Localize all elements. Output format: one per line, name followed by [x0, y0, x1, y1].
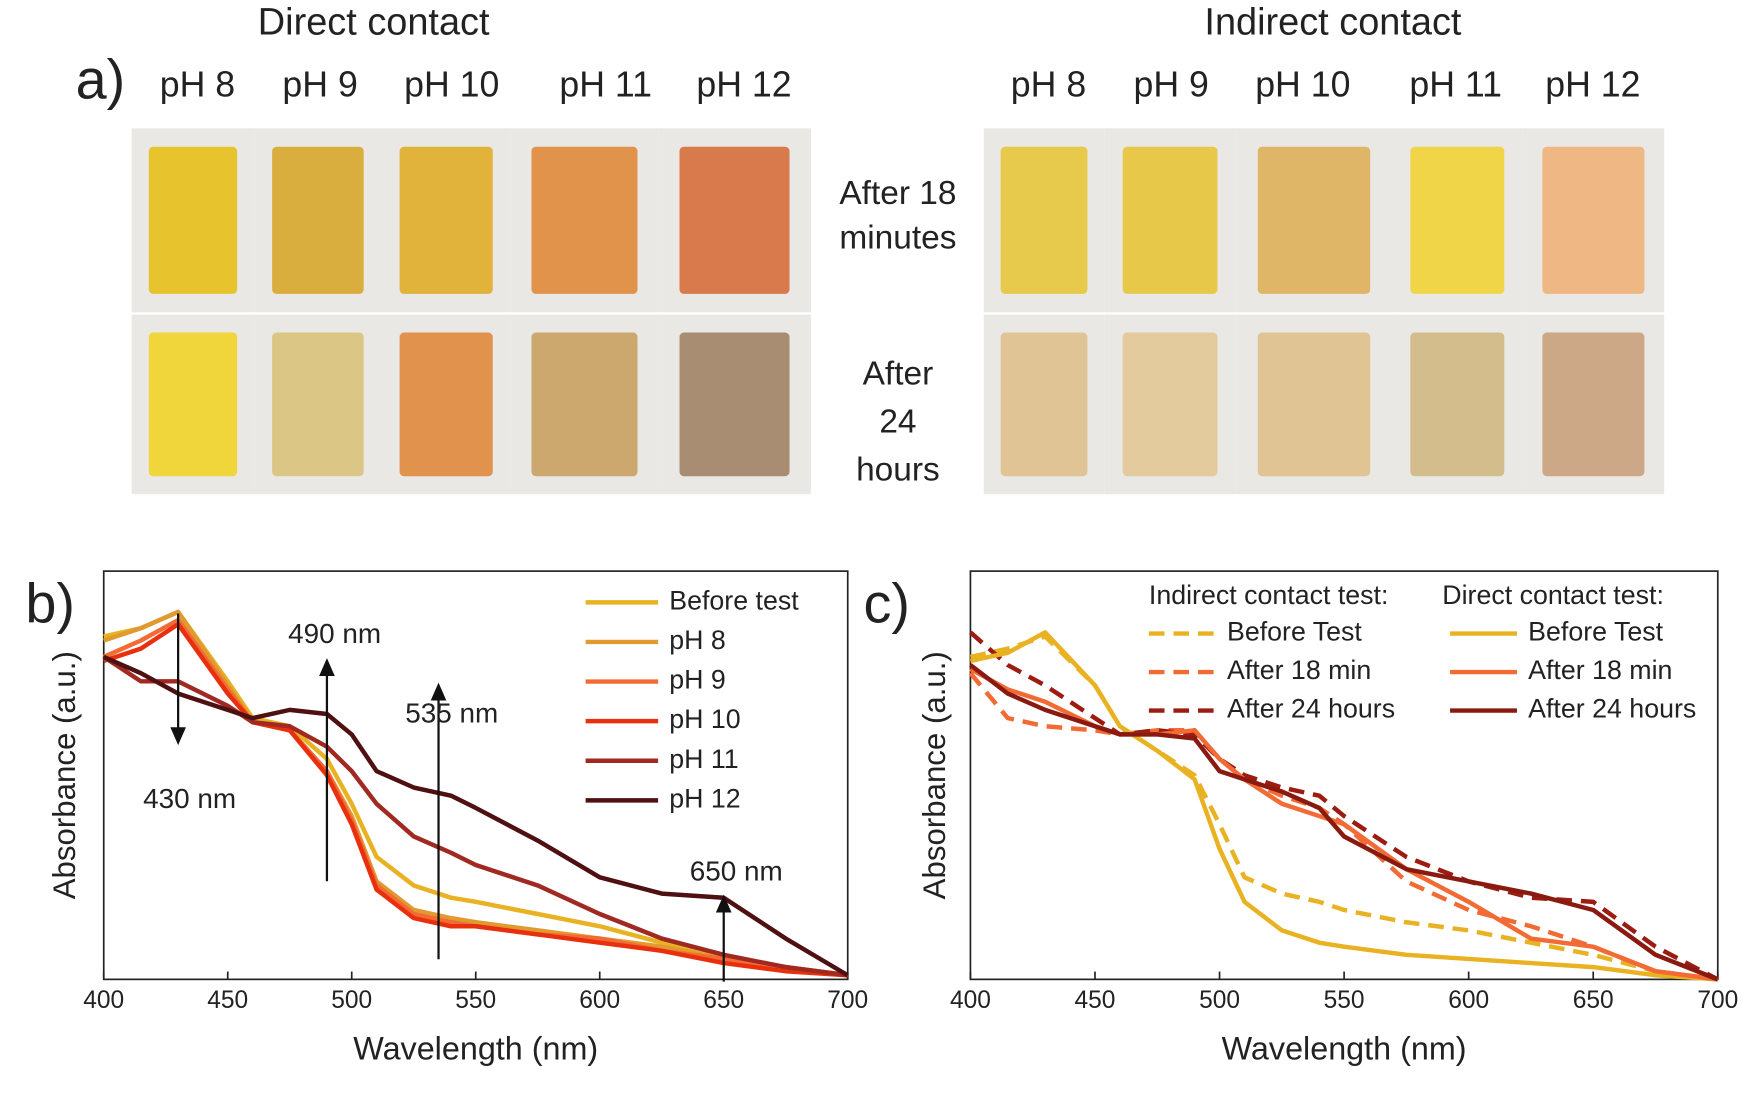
- column-label: pH 9: [282, 64, 357, 104]
- line: [102, 654, 849, 978]
- film: [1410, 146, 1505, 294]
- film: [1410, 332, 1505, 477]
- x-tick-label: 500: [1199, 987, 1240, 1014]
- group-title: Indirect contact: [1204, 2, 1462, 44]
- panel-label: a): [76, 48, 126, 110]
- legend-label: pH 12: [669, 783, 740, 813]
- x-tick-label: 600: [1448, 987, 1489, 1014]
- y-axis-label: Absorbance (a.u.): [917, 651, 952, 899]
- column-label: pH 9: [1134, 64, 1209, 104]
- row-label: After 18: [839, 175, 956, 212]
- x-tick-label: 700: [827, 987, 868, 1014]
- annotation: 430 nm: [143, 783, 236, 814]
- column-label: pH 11: [1409, 64, 1502, 104]
- film: [679, 332, 790, 477]
- y-axis-label: Absorbance (a.u.): [47, 651, 82, 899]
- x-axis-label: Wavelength (nm): [353, 1030, 598, 1066]
- film: [272, 332, 364, 477]
- line: [103, 609, 849, 978]
- film: [679, 146, 790, 294]
- column-label: pH 12: [696, 64, 791, 104]
- row-label: 24: [879, 404, 916, 441]
- x-tick-label: 550: [1324, 987, 1365, 1014]
- legend-title: Direct contact test:: [1442, 580, 1664, 610]
- legend-label: pH 8: [669, 625, 726, 655]
- row-label: minutes: [839, 220, 956, 257]
- column-label: pH 12: [1545, 64, 1640, 104]
- line: [969, 634, 1719, 982]
- film: [531, 332, 638, 477]
- annotation: 490 nm: [288, 618, 381, 649]
- legend-title: Indirect contact test:: [1149, 580, 1389, 610]
- column-label: pH 11: [559, 64, 652, 104]
- panel-label: b): [25, 573, 75, 635]
- film: [1542, 146, 1645, 294]
- film: [1122, 332, 1218, 477]
- x-tick-label: 700: [1697, 987, 1738, 1014]
- line: [969, 663, 1719, 982]
- legend-label: Before Test: [1528, 617, 1663, 647]
- film: [1257, 332, 1371, 477]
- film: [148, 146, 238, 294]
- legend-label: Before Test: [1227, 617, 1362, 647]
- film: [1122, 146, 1218, 294]
- legend-label: After 24 hours: [1528, 694, 1696, 724]
- line: [969, 630, 1718, 982]
- film: [1000, 146, 1088, 294]
- x-tick-label: 400: [950, 987, 991, 1014]
- arrow-head: [170, 727, 186, 746]
- column-label: pH 8: [160, 64, 235, 104]
- legend-label: pH 11: [669, 744, 738, 774]
- x-tick-label: 450: [207, 987, 248, 1014]
- plot-frame: [102, 570, 849, 981]
- line: [102, 655, 849, 978]
- column-label: pH 8: [1011, 64, 1086, 104]
- row-label: After: [863, 356, 934, 393]
- arrow-head: [715, 894, 732, 913]
- legend-label: After 24 hours: [1227, 694, 1395, 724]
- legend-label: After 18 min: [1227, 655, 1371, 685]
- film: [1542, 332, 1645, 477]
- x-tick-label: 550: [455, 987, 496, 1014]
- film: [399, 146, 493, 294]
- arrow-head: [319, 658, 335, 676]
- legend-label: pH 10: [669, 704, 740, 734]
- x-axis-label: Wavelength (nm): [1222, 1030, 1467, 1066]
- x-tick-label: 450: [1075, 987, 1116, 1014]
- film: [272, 146, 364, 294]
- column-label: pH 10: [404, 64, 499, 104]
- x-tick-label: 650: [1573, 987, 1614, 1014]
- legend-label: Before test: [669, 585, 799, 615]
- x-tick-label: 400: [83, 987, 124, 1014]
- x-tick-label: 500: [331, 987, 372, 1014]
- annotation: 650 nm: [690, 856, 783, 887]
- column-label: pH 10: [1255, 64, 1350, 104]
- row-label: hours: [856, 452, 940, 489]
- x-tick-label: 600: [579, 987, 620, 1014]
- arrow-head: [430, 682, 447, 701]
- annotation: 535 nm: [405, 697, 498, 728]
- film: [148, 332, 238, 477]
- group-title: Direct contact: [258, 2, 490, 44]
- x-tick-label: 650: [703, 987, 744, 1014]
- film: [1000, 332, 1088, 477]
- panel-label: c): [864, 573, 910, 635]
- line: [103, 621, 848, 978]
- film: [399, 332, 493, 477]
- legend-label: After 18 min: [1528, 655, 1672, 685]
- film: [531, 146, 638, 294]
- film: [1257, 146, 1371, 294]
- legend-label: pH 9: [669, 665, 726, 695]
